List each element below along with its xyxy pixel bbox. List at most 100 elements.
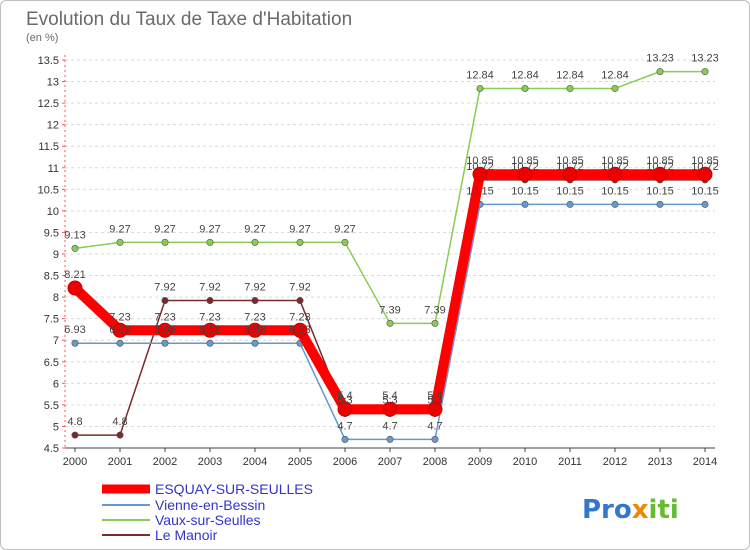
- data-label: 9.27: [154, 223, 175, 235]
- data-label: 5.3: [427, 395, 442, 407]
- data-point: [161, 339, 169, 347]
- x-tick-label: 2005: [288, 456, 312, 468]
- data-point: [116, 238, 124, 246]
- y-tick-label: 7.5: [44, 314, 59, 326]
- data-label: 10.72: [511, 161, 539, 173]
- data-labels: 9.13 9.27 9.27 9.27 9.27 9.27 9.27 7.39 7.39 12.8…: [64, 53, 718, 433]
- chart-title: Evolution du Taux de Taxe d'Habitation: [26, 9, 352, 30]
- data-label: 6.93: [64, 324, 85, 336]
- logo-part-iti: iti: [649, 495, 679, 525]
- data-label: 10.72: [646, 161, 674, 173]
- data-label: 12.84: [601, 69, 629, 81]
- data-point: [71, 431, 79, 439]
- data-label: 10.85: [511, 155, 539, 167]
- data-label: 7.92: [244, 282, 265, 294]
- data-point: [341, 238, 349, 246]
- data-label: 13.23: [691, 53, 719, 65]
- series-lines: [67, 68, 713, 443]
- data-label: 9.27: [244, 223, 265, 235]
- data-label: 9.27: [199, 223, 220, 235]
- data-label: 4.7: [337, 420, 352, 432]
- data-label: 9.27: [289, 223, 310, 235]
- data-point-main: [382, 401, 398, 417]
- y-tick-label: 12.5: [38, 98, 59, 110]
- data-point: [611, 84, 619, 92]
- data-point-main: [157, 322, 173, 338]
- data-label: 4.7: [427, 420, 442, 432]
- legend-label: Vaux-sur-Seulles: [155, 512, 261, 528]
- data-point: [71, 244, 79, 252]
- data-point: [116, 339, 124, 347]
- x-tick-label: 2011: [558, 456, 582, 468]
- data-label: 9.27: [109, 223, 130, 235]
- data-label: 4.7: [382, 420, 397, 432]
- data-point: [431, 319, 439, 327]
- y-tick-label: 13: [47, 77, 59, 89]
- data-label: 10.15: [601, 185, 629, 197]
- data-point: [251, 339, 259, 347]
- data-point-main: [67, 280, 83, 296]
- data-point: [566, 200, 574, 208]
- svg-text:Proxiti: Proxiti: [582, 495, 679, 525]
- logo-part-x: x: [632, 495, 649, 525]
- x-tick-label: 2001: [108, 456, 132, 468]
- x-tick-label: 2014: [693, 456, 717, 468]
- data-label: 10.72: [691, 161, 719, 173]
- data-label: 6.93: [289, 324, 310, 336]
- y-tick-label: 6.5: [44, 357, 59, 369]
- data-label: 10.85: [601, 155, 629, 167]
- data-label: 10.72: [601, 161, 629, 173]
- data-label: 7.92: [289, 282, 310, 294]
- y-tick-label: 7: [53, 335, 59, 347]
- data-point: [566, 84, 574, 92]
- data-label: 5.4: [382, 390, 397, 402]
- data-point: [206, 238, 214, 246]
- x-tick-label: 2008: [423, 456, 447, 468]
- data-point-main: [562, 166, 578, 182]
- data-label: 10.15: [511, 185, 539, 197]
- x-tick-label: 2013: [648, 456, 672, 468]
- data-label: 5.3: [337, 395, 352, 407]
- x-tick-label: 2000: [63, 456, 87, 468]
- data-point: [161, 238, 169, 246]
- data-point-main: [202, 322, 218, 338]
- data-point: [296, 297, 304, 305]
- data-point: [296, 238, 304, 246]
- data-label: 7.92: [154, 282, 175, 294]
- y-tick-labels: 4.5 5 5.5 6 6.5 7 7.5 8 8.5 9 9.5 10 10.5 11 11.5 12 12.…: [38, 55, 59, 455]
- data-point: [521, 84, 529, 92]
- x-tick-label: 2009: [468, 456, 492, 468]
- x-tick-label: 2007: [378, 456, 402, 468]
- data-label: 7.23: [154, 311, 175, 323]
- data-label: 13.23: [646, 53, 674, 65]
- y-tick-label: 8.5: [44, 271, 59, 283]
- data-point: [701, 68, 709, 76]
- data-label: 7.23: [244, 311, 265, 323]
- data-label: 6.93: [244, 324, 265, 336]
- data-label: 5.4: [427, 390, 442, 402]
- y-tick-label: 11: [48, 163, 59, 175]
- data-label: 4.8: [67, 416, 82, 428]
- data-point-main: [517, 166, 533, 182]
- data-point: [431, 435, 439, 443]
- data-label: 4.8: [112, 416, 127, 428]
- data-label: 7.92: [199, 282, 220, 294]
- y-tick-label: 8: [53, 292, 59, 304]
- y-tick-label: 10.5: [38, 184, 59, 196]
- data-point-main: [607, 166, 623, 182]
- data-point: [251, 297, 259, 305]
- y-tick-label: 4.5: [44, 443, 59, 455]
- x-tick-label: 2004: [243, 456, 267, 468]
- data-point: [251, 238, 259, 246]
- legend-label: Le Manoir: [155, 527, 218, 543]
- y-tick-label: 9.5: [44, 227, 59, 239]
- data-point-main: [247, 322, 263, 338]
- x-tick-labels: 2000 2001 2002 2003 2004 2005 2006 2007 2008 2009…: [63, 456, 717, 468]
- y-tick-label: 6: [53, 378, 59, 390]
- data-point: [71, 339, 79, 347]
- data-point-main: [697, 166, 713, 182]
- data-point-main: [427, 401, 443, 417]
- data-point: [206, 339, 214, 347]
- data-label: 7.39: [424, 304, 445, 316]
